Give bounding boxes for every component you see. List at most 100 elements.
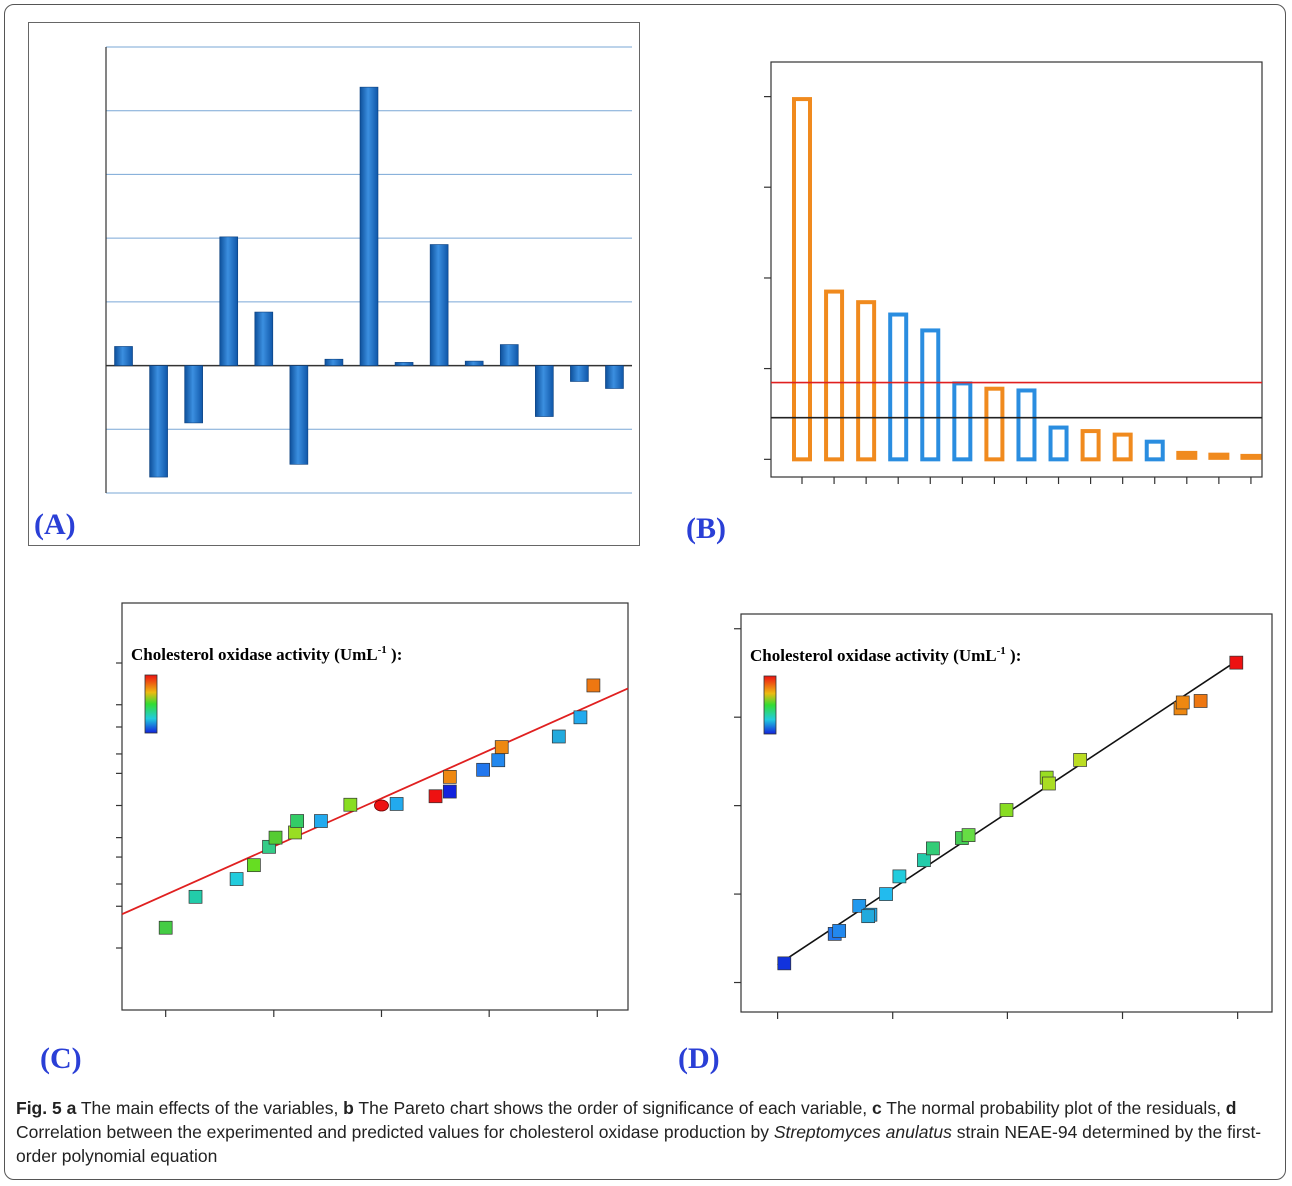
pareto-bar	[984, 386, 1005, 462]
pareto-bar	[856, 300, 877, 462]
residual-point	[290, 814, 305, 828]
residual-point	[442, 770, 457, 784]
residual-point	[288, 825, 302, 840]
pareto-bar	[888, 312, 909, 462]
residual-point	[314, 814, 328, 828]
plot-frame	[740, 613, 1273, 1013]
residual-point	[268, 830, 283, 845]
residual-point	[476, 762, 490, 777]
pareto-bar	[920, 328, 941, 462]
legend-title-2-text: Cholesterol oxidase activity (UmL	[131, 645, 378, 664]
legend-title-2-close: ):	[1006, 646, 1022, 665]
plot-frame	[121, 602, 629, 1011]
legend-unit-sup: -1	[378, 644, 387, 656]
pareto-bar	[1080, 429, 1101, 462]
bar	[254, 311, 274, 366]
predicted-point	[1042, 776, 1056, 791]
residual-point	[573, 710, 588, 725]
residual-point	[343, 797, 358, 812]
caption-part-c: The normal probability plot of the resid…	[881, 1098, 1226, 1118]
caption-letter-c: c	[872, 1098, 882, 1118]
pareto-bar	[792, 97, 812, 462]
residual-point	[158, 920, 173, 935]
residual-point	[551, 729, 566, 744]
fit-line	[121, 687, 629, 916]
caption-letter-d: d	[1225, 1098, 1237, 1118]
bar	[429, 244, 449, 366]
predicted-point	[832, 924, 847, 938]
pareto-bar	[824, 289, 845, 462]
predicted-point	[926, 841, 940, 856]
legend-title-2: Cholesterol oxidase activity (UmL-1 ):	[131, 644, 402, 664]
predicted-point	[1175, 695, 1190, 710]
pareto-bar	[1240, 453, 1262, 460]
caption-letter-b: b	[343, 1098, 354, 1118]
bar	[324, 358, 344, 366]
legend-title-2-text: Cholesterol oxidase activity (UmL	[750, 646, 997, 665]
legend-colorbar	[763, 675, 777, 735]
predicted-point	[1229, 655, 1244, 670]
panel-d-letter: (D)	[678, 1042, 720, 1075]
panel-c-letter: (C)	[40, 1042, 82, 1075]
predicted-point	[917, 853, 931, 868]
panel-d-chart: Cholesterol oxidase activity (UmL-1 ):	[734, 613, 1273, 1019]
pareto-bar	[1016, 388, 1037, 462]
residual-point	[389, 797, 404, 811]
bar	[114, 346, 133, 366]
legend-colorbar	[144, 674, 158, 734]
bar	[499, 344, 519, 366]
residual-point	[428, 789, 443, 804]
figure-caption: Fig. 5 a The main effects of the variabl…	[16, 1096, 1271, 1168]
predicted-point	[1073, 753, 1087, 767]
bar	[184, 365, 203, 424]
legend-title-2: Cholesterol oxidase activity (UmL-1 ):	[750, 645, 1021, 665]
pareto-bar	[952, 381, 973, 462]
bar	[289, 365, 309, 465]
residual-point	[442, 784, 457, 799]
caption-fig-label: Fig. 5	[16, 1098, 62, 1118]
pareto-bar	[1208, 452, 1230, 460]
predicted-point	[961, 828, 976, 842]
bar	[464, 360, 484, 366]
panel-a-chart	[105, 46, 632, 494]
residual-point	[494, 740, 509, 754]
bar	[535, 365, 554, 417]
bar	[570, 365, 589, 382]
predicted-point	[1193, 694, 1208, 708]
panel-a-box	[28, 22, 640, 546]
predicted-point	[852, 899, 867, 913]
predicted-point	[777, 956, 792, 971]
bar	[219, 236, 239, 366]
predicted-point	[892, 869, 907, 884]
bar	[359, 86, 379, 366]
caption-part-a: The main effects of the variables,	[76, 1098, 344, 1118]
predicted-point	[879, 887, 893, 901]
residual-point	[229, 872, 244, 886]
pareto-bar	[1112, 432, 1133, 462]
center-point	[374, 799, 389, 812]
bar	[149, 365, 168, 478]
plot-frame	[770, 61, 1263, 478]
pareto-bar	[1144, 439, 1165, 462]
residual-point	[188, 889, 203, 904]
caption-part-b: The Pareto chart shows the order of sign…	[353, 1098, 873, 1118]
residual-point	[491, 753, 506, 768]
caption-part-end: strain NEAE-94 determined by the first-o…	[16, 1122, 1262, 1166]
panel-b-chart	[764, 61, 1263, 484]
bar	[394, 362, 414, 366]
panel-a-letter: (A)	[34, 508, 76, 541]
pareto-bar	[1048, 425, 1069, 462]
bar	[605, 365, 624, 389]
residual-point	[586, 678, 601, 693]
caption-species: Streptomyces anulatus	[773, 1122, 952, 1142]
legend-title-2-close: ):	[387, 645, 403, 664]
residual-point	[247, 858, 261, 873]
figure-frame	[4, 4, 1286, 1180]
predicted-point	[999, 803, 1014, 817]
legend-unit-sup: -1	[997, 645, 1006, 657]
predicted-point	[861, 909, 876, 924]
pareto-bar	[1176, 450, 1198, 460]
panel-c-chart: Cholesterol oxidase activity (UmL-1 ):	[116, 602, 629, 1017]
panel-b-letter: (B)	[686, 512, 726, 545]
caption-letter-a: a	[66, 1098, 77, 1118]
